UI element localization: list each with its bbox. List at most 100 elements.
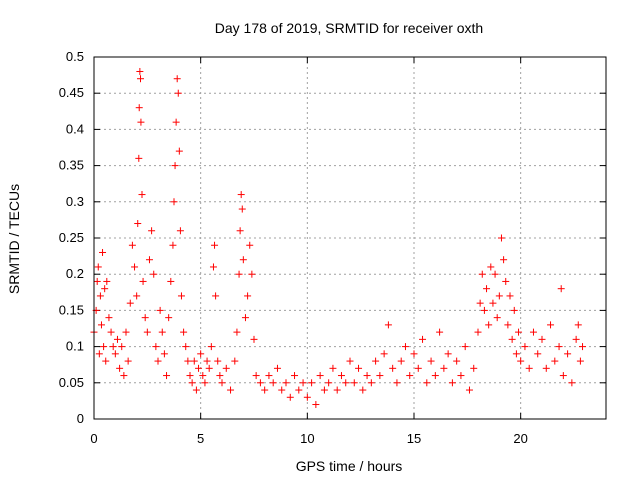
data-point bbox=[512, 350, 520, 358]
data-point bbox=[312, 401, 320, 409]
data-point bbox=[476, 299, 484, 307]
data-point bbox=[500, 256, 508, 264]
data-point bbox=[94, 263, 102, 271]
data-point bbox=[99, 248, 107, 256]
data-point bbox=[316, 372, 324, 380]
data-point bbox=[480, 306, 488, 314]
y-tick-label: 0.2 bbox=[66, 266, 84, 281]
y-tick-label: 0.25 bbox=[59, 230, 84, 245]
data-point bbox=[122, 328, 130, 336]
data-point bbox=[111, 350, 119, 358]
data-point bbox=[176, 227, 184, 235]
data-point bbox=[453, 357, 461, 365]
data-point bbox=[491, 270, 499, 278]
data-point bbox=[231, 357, 239, 365]
data-point bbox=[169, 241, 177, 249]
data-point bbox=[515, 328, 523, 336]
data-point bbox=[173, 75, 181, 83]
data-point bbox=[209, 263, 217, 271]
data-point bbox=[180, 328, 188, 336]
data-point bbox=[320, 386, 328, 394]
data-point bbox=[525, 364, 533, 372]
x-tick-label: 5 bbox=[197, 431, 204, 446]
data-point bbox=[295, 386, 303, 394]
data-point bbox=[303, 393, 311, 401]
data-point bbox=[182, 343, 190, 351]
data-point bbox=[120, 372, 128, 380]
data-point bbox=[145, 256, 153, 264]
data-point bbox=[138, 191, 146, 199]
data-point bbox=[397, 357, 405, 365]
data-point bbox=[273, 364, 281, 372]
data-point bbox=[135, 104, 143, 112]
data-point bbox=[233, 328, 241, 336]
data-point bbox=[207, 343, 215, 351]
y-tick-label: 0.1 bbox=[66, 339, 84, 354]
data-point bbox=[372, 357, 380, 365]
data-point bbox=[135, 154, 143, 162]
y-tick-label: 0.05 bbox=[59, 375, 84, 390]
data-point bbox=[175, 147, 183, 155]
data-point bbox=[118, 343, 126, 351]
data-point bbox=[574, 321, 582, 329]
data-point bbox=[248, 270, 256, 278]
data-point bbox=[551, 357, 559, 365]
y-tick-label: 0.4 bbox=[66, 121, 84, 136]
data-point bbox=[355, 364, 363, 372]
data-point bbox=[150, 270, 158, 278]
data-point bbox=[163, 372, 171, 380]
data-point bbox=[299, 379, 307, 387]
data-point bbox=[333, 386, 341, 394]
data-points bbox=[90, 67, 587, 409]
data-point bbox=[423, 379, 431, 387]
data-point bbox=[137, 75, 145, 83]
data-point bbox=[134, 220, 142, 228]
data-point bbox=[152, 343, 160, 351]
data-point bbox=[107, 328, 115, 336]
data-point bbox=[252, 372, 260, 380]
data-point bbox=[485, 321, 493, 329]
data-point bbox=[214, 357, 222, 365]
data-point bbox=[143, 328, 151, 336]
data-point bbox=[517, 357, 525, 365]
x-tick-label: 10 bbox=[300, 431, 314, 446]
data-point bbox=[128, 241, 136, 249]
data-point bbox=[444, 350, 452, 358]
data-point bbox=[419, 335, 427, 343]
data-point bbox=[547, 321, 555, 329]
data-point bbox=[237, 191, 245, 199]
data-point bbox=[139, 277, 147, 285]
data-point bbox=[521, 343, 529, 351]
data-point bbox=[205, 364, 213, 372]
data-point bbox=[427, 357, 435, 365]
data-point bbox=[538, 335, 546, 343]
data-point bbox=[342, 379, 350, 387]
data-point bbox=[337, 372, 345, 380]
data-point bbox=[103, 277, 111, 285]
data-point bbox=[269, 379, 277, 387]
axis-ticks: 0 5 10 15 20 0 0.05 0.1 0.15 0.2 0.25 0.3 0.35 0.4 0.4… bbox=[59, 49, 606, 446]
data-point bbox=[158, 328, 166, 336]
data-point bbox=[239, 256, 247, 264]
x-tick-label: 20 bbox=[513, 431, 527, 446]
y-tick-label: 0.15 bbox=[59, 302, 84, 317]
data-point bbox=[113, 335, 121, 343]
data-point bbox=[529, 328, 537, 336]
data-point bbox=[227, 386, 235, 394]
data-point bbox=[186, 372, 194, 380]
data-point bbox=[137, 118, 145, 126]
data-point bbox=[96, 292, 104, 300]
data-point bbox=[465, 386, 473, 394]
data-point bbox=[124, 357, 132, 365]
data-point bbox=[436, 328, 444, 336]
data-point bbox=[160, 350, 168, 358]
data-point bbox=[156, 306, 164, 314]
data-point bbox=[329, 364, 337, 372]
data-point bbox=[211, 241, 219, 249]
data-point bbox=[261, 386, 269, 394]
data-point bbox=[542, 364, 550, 372]
data-point bbox=[188, 379, 196, 387]
data-point bbox=[478, 270, 486, 278]
data-point bbox=[136, 67, 144, 75]
